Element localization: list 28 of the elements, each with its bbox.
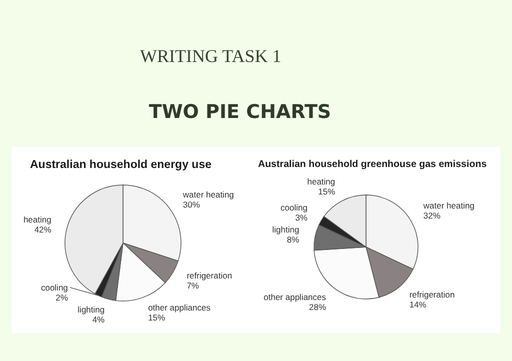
slice-label: cooling xyxy=(40,282,68,292)
slice-label: lighting xyxy=(78,304,105,315)
slice-label: refrigeration xyxy=(186,270,232,281)
data-label: 14% xyxy=(409,299,427,310)
slice-label: water heating xyxy=(422,200,475,211)
chart-title: Australian household energy use xyxy=(30,159,212,171)
text: TWO PIE CHARTS xyxy=(148,101,332,123)
data-label: 32% xyxy=(423,210,441,221)
slice-label: cooling xyxy=(280,202,308,212)
slice-label: other appliances xyxy=(148,302,210,313)
slice-label: other appliances xyxy=(264,292,326,302)
slice-label: heating xyxy=(307,176,336,186)
chart-title: Australian household greenhouse gas emissions xyxy=(258,159,488,170)
data-label: 30% xyxy=(182,200,200,210)
slice-label: water heating xyxy=(182,190,234,200)
data-label: 8% xyxy=(286,234,300,244)
data-label: 4% xyxy=(92,314,106,325)
data-label: 15% xyxy=(148,312,166,323)
slice-label: lighting xyxy=(272,224,300,234)
text: WRITING TASK 1 xyxy=(140,46,282,66)
data-label: 42% xyxy=(34,224,52,235)
data-label: 2% xyxy=(56,292,68,302)
data-label: 7% xyxy=(186,280,200,291)
slice-label: refrigeration xyxy=(409,289,455,300)
data-label: 15% xyxy=(318,186,336,196)
data-label: 3% xyxy=(295,212,308,222)
data-label: 28% xyxy=(309,302,326,312)
slice-label: heating xyxy=(23,214,52,225)
